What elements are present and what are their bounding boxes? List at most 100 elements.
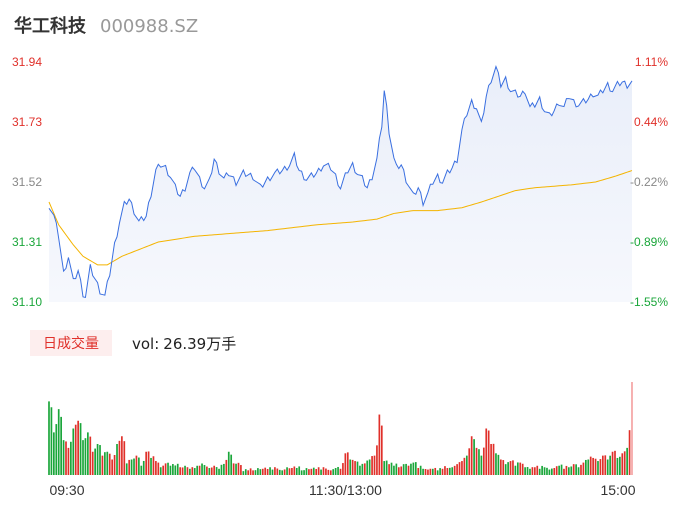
volume-bar <box>543 467 546 475</box>
volume-bar <box>82 440 84 476</box>
volume-bar <box>631 382 633 475</box>
volume-bar <box>162 465 165 475</box>
volume-bar <box>417 468 420 475</box>
volume-bar <box>55 424 58 475</box>
volume-bar <box>405 463 407 475</box>
volume-bar <box>371 456 373 475</box>
volume-bars <box>48 382 633 476</box>
volume-bar <box>62 440 65 476</box>
volume-readout: vol: 26.39万手 <box>132 333 240 354</box>
volume-bar <box>53 432 55 476</box>
volume-bar <box>147 451 150 475</box>
volume-bar <box>497 454 500 475</box>
volume-bar <box>524 467 526 475</box>
volume-bar <box>215 467 218 475</box>
volume-bar <box>164 463 167 476</box>
volume-bar <box>159 467 162 475</box>
volume-bar <box>111 459 113 475</box>
volume-bar <box>312 467 315 475</box>
volume-bar <box>142 460 145 475</box>
volume-bar <box>504 464 507 475</box>
volume-bar <box>366 460 369 475</box>
volume-bar <box>626 447 628 476</box>
volume-bar <box>478 449 480 475</box>
stock-code: 000988.SZ <box>100 16 199 37</box>
volume-bar <box>592 457 594 475</box>
volume-bar <box>555 466 558 475</box>
volume-bar <box>305 468 308 475</box>
volume-bar <box>128 459 131 475</box>
volume-bar <box>293 466 296 475</box>
volume-bar <box>582 462 585 475</box>
volume-bar <box>461 461 463 475</box>
y-right-tick-label: 1.11% <box>635 55 668 69</box>
volume-bar <box>218 468 220 475</box>
volume-bar <box>378 414 381 475</box>
volume-bar <box>546 467 548 475</box>
volume-bar <box>157 462 160 475</box>
volume-bar <box>140 465 143 475</box>
volume-bar <box>499 459 502 475</box>
volume-bar <box>453 465 456 476</box>
volume-bar <box>179 467 182 475</box>
volume-bar <box>380 425 383 475</box>
y-left-tick-label: 31.31 <box>12 235 42 249</box>
volume-bar <box>349 459 352 475</box>
volume-bar <box>298 466 301 475</box>
volume-bar <box>533 467 536 475</box>
y-left-tick-label: 31.94 <box>12 55 42 69</box>
volume-bar <box>599 459 602 475</box>
volume-bar <box>597 461 599 475</box>
price-line-group <box>48 65 633 299</box>
volume-bar <box>434 467 437 475</box>
volume-bar <box>235 463 237 475</box>
volume-badge[interactable]: 日成交量 <box>30 330 112 356</box>
y-axis-right: 1.11% 0.44% -0.22% -0.89% -1.55% <box>630 55 668 309</box>
volume-bar <box>509 461 512 475</box>
volume-bar <box>130 459 133 475</box>
volume-bar <box>257 468 259 475</box>
volume-bar <box>271 469 274 475</box>
volume-bar <box>589 456 592 475</box>
volume-bar <box>225 459 228 475</box>
volume-bar <box>400 466 403 475</box>
volume-bar <box>145 451 148 475</box>
volume-bar <box>266 468 269 475</box>
volume-bar <box>176 463 179 475</box>
volume-bar <box>325 468 327 475</box>
volume-bar <box>193 468 196 475</box>
volume-bar <box>412 462 415 475</box>
y-right-tick-label: -1.55% <box>630 295 668 309</box>
volume-bar <box>376 445 378 475</box>
volume-bar <box>526 467 529 475</box>
volume-bar <box>580 464 582 475</box>
volume-bar <box>558 465 560 475</box>
y-left-tick-label: 31.10 <box>12 295 42 309</box>
volume-bar <box>529 468 531 475</box>
volume-bar <box>490 444 492 475</box>
y-axis-left: 31.94 31.73 31.52 31.31 31.10 <box>12 55 42 309</box>
volume-bar <box>84 438 87 475</box>
stock-name: 华工科技 <box>14 16 86 37</box>
volume-bar <box>470 436 473 475</box>
volume-bar <box>563 468 565 475</box>
volume-bar <box>244 469 247 475</box>
volume-bar <box>393 465 395 475</box>
volume-bar <box>172 464 174 475</box>
volume-bar <box>135 455 138 476</box>
volume-bar <box>473 439 475 475</box>
volume-bar <box>213 465 216 475</box>
avg-price-line <box>48 170 633 266</box>
y-left-tick-label: 31.73 <box>12 115 42 129</box>
volume-bar <box>485 428 488 475</box>
volume-bar <box>106 451 109 475</box>
volume-bar <box>70 441 72 475</box>
volume-bar <box>274 467 276 475</box>
volume-bar <box>368 459 371 475</box>
volume-bar <box>96 444 99 475</box>
volume-bar <box>609 455 611 475</box>
volume-bar <box>492 443 495 476</box>
volume-bar <box>521 463 524 475</box>
y-right-tick-label: -0.89% <box>630 235 668 249</box>
volume-bar <box>252 470 254 475</box>
